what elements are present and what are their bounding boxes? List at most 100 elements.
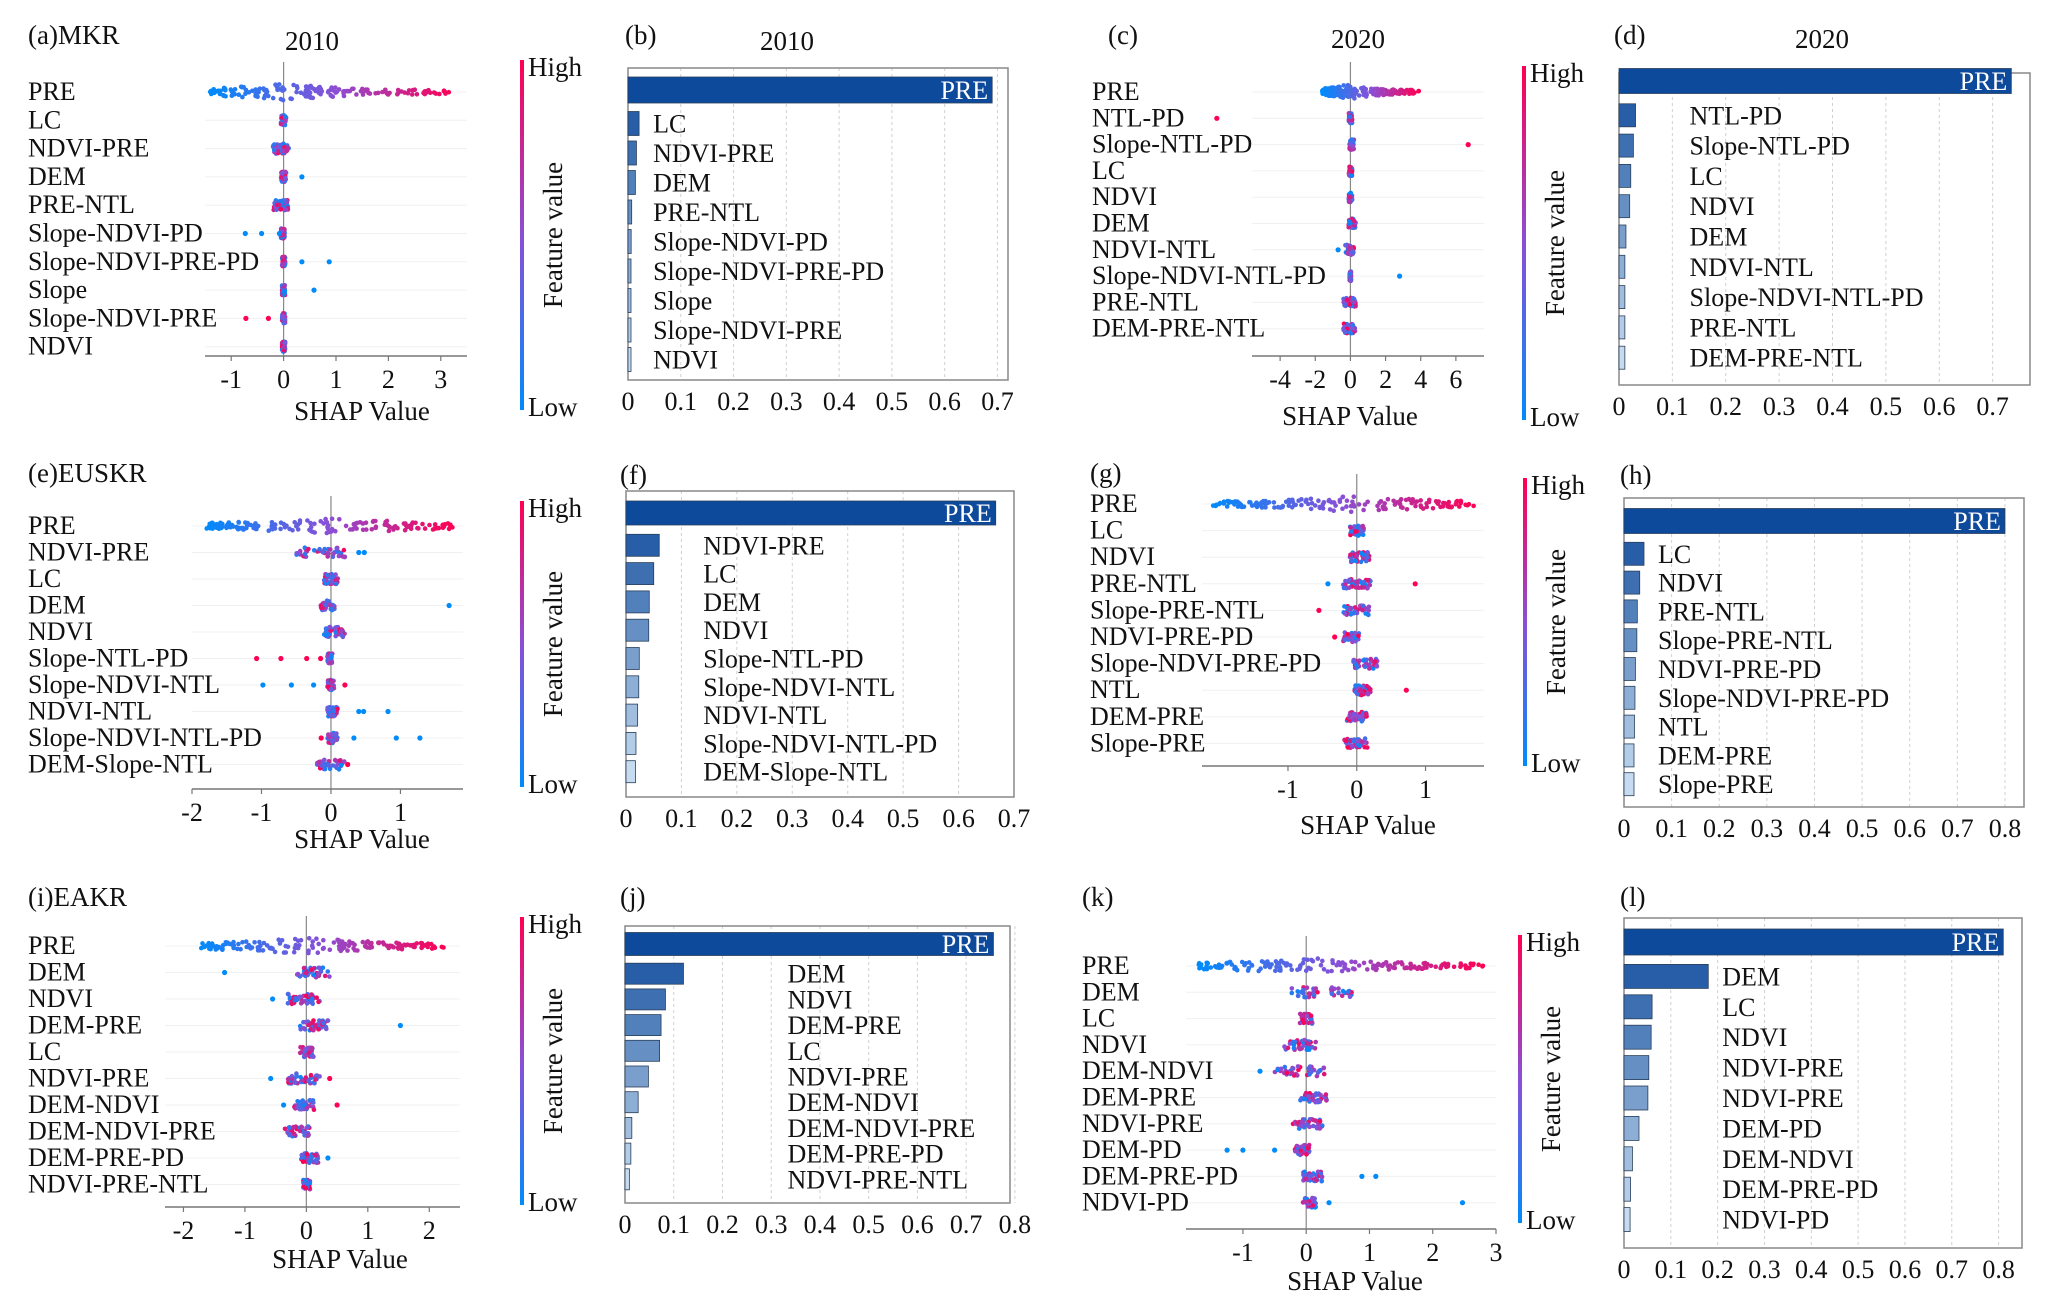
shap-point: [252, 940, 257, 945]
shap-point: [1375, 503, 1380, 509]
shap-point: [1290, 1039, 1296, 1045]
shap-point: [1349, 558, 1354, 564]
shap-point: [1381, 92, 1386, 98]
shap-point: [220, 947, 225, 953]
shap-point: [256, 90, 261, 95]
x-tick-label: 3: [434, 365, 447, 394]
shap-point: [329, 85, 334, 90]
shap-point: [1414, 499, 1420, 504]
shap-outlier-point: [1224, 1147, 1230, 1153]
x-tick-label: 0.2: [717, 387, 750, 416]
feature-label: NDVI-PD: [1082, 1188, 1189, 1217]
shap-point: [252, 523, 258, 529]
shap-point: [1299, 1144, 1305, 1149]
shap-point: [1342, 604, 1347, 609]
x-axis-label: SHAP Value: [294, 396, 430, 426]
shap-point: [322, 761, 327, 767]
shap-point: [1376, 507, 1382, 513]
x-tick-label: 0: [622, 387, 635, 416]
shap-point: [1323, 1092, 1329, 1097]
shap-point: [1348, 509, 1354, 515]
shap-outlier-point: [243, 315, 249, 321]
x-tick-label: 0.5: [887, 804, 920, 833]
bar-label: DEM: [703, 588, 761, 617]
bar: [627, 111, 640, 136]
shap-point: [1355, 525, 1360, 531]
shap-point: [317, 546, 322, 552]
bar-label: Slope-NDVI-PD: [653, 228, 828, 257]
x-tick-label: 4: [1414, 365, 1427, 394]
shap-point: [1356, 502, 1362, 507]
feature-label: NDVI: [28, 984, 93, 1013]
feature-label: NTL-PD: [1092, 103, 1184, 132]
shap-point: [1315, 956, 1321, 961]
x-tick-label: 0.7: [998, 804, 1031, 833]
feature-label: Slope-NDVI-NTL-PD: [28, 723, 262, 752]
shap-outlier-point: [1465, 142, 1471, 148]
shap-point: [310, 95, 316, 101]
shap-outlier-point: [1272, 1147, 1278, 1153]
shap-point: [269, 520, 275, 525]
x-tick-label: -1: [220, 365, 242, 394]
shap-point: [302, 1102, 307, 1108]
shap-point: [329, 516, 335, 522]
shap-point: [308, 1159, 313, 1164]
panel-c: (c) 2020 PRENTL-PDSlope-NTL-PDLCNDVIDEMNDV…: [1092, 20, 1585, 432]
bar-label: NDVI-NTL: [1690, 253, 1814, 282]
x-tick-label: 0: [300, 1216, 313, 1245]
bar-label: DEM-PRE: [787, 1011, 901, 1040]
shap-point: [1374, 90, 1380, 96]
bar-label: NDVI-PRE: [653, 139, 774, 168]
shap-point: [283, 943, 289, 949]
shap-point: [304, 1151, 310, 1157]
shap-point: [312, 521, 317, 527]
bar: [624, 1142, 632, 1165]
shap-point: [1368, 959, 1373, 965]
shap-point: [1353, 689, 1358, 694]
shap-point: [292, 945, 298, 951]
shap-outlier-point: [299, 259, 305, 265]
shap-point: [1300, 1017, 1305, 1023]
x-tick-label: 0: [1618, 814, 1631, 843]
shap-point: [279, 938, 285, 943]
shap-point: [1342, 637, 1348, 643]
shap-point: [412, 87, 418, 92]
panel-label: (c): [1108, 20, 1138, 50]
shap-point: [1249, 503, 1255, 508]
shap-point: [1346, 585, 1352, 590]
shap-point: [302, 551, 308, 557]
shap-point: [1324, 1098, 1329, 1103]
panel-e: (e)EUSKR PRENDVI-PRELCDEMNDVISlope-NTL-PD…: [28, 458, 583, 854]
shap-outlier-point: [1359, 1173, 1365, 1179]
shap-point: [1340, 988, 1346, 994]
shap-point: [280, 261, 286, 267]
shap-point: [1310, 1203, 1316, 1208]
bar-label: DEM-NDVI: [1722, 1145, 1853, 1174]
shap-point: [1348, 194, 1353, 200]
shap-outlier-point: [278, 655, 284, 662]
shap-point: [1344, 498, 1350, 504]
shap-point: [309, 967, 314, 973]
feature-label: LC: [1082, 1004, 1115, 1033]
bar: [1623, 772, 1635, 797]
shap-point: [214, 944, 219, 949]
bar: [1618, 133, 1634, 158]
shap-point: [328, 547, 333, 552]
shap-point: [306, 1132, 311, 1138]
bar: [1623, 541, 1645, 566]
shap-point: [311, 1027, 316, 1033]
shap-point: [399, 946, 405, 952]
bar-label: NDVI-PRE-PD: [1658, 655, 1821, 684]
shap-point: [307, 527, 312, 533]
shap-point: [297, 994, 303, 1000]
shap-point: [1350, 966, 1356, 971]
shap-point: [305, 518, 310, 523]
feature-label: DEM-PRE-PD: [1082, 1161, 1238, 1190]
shap-point: [1336, 990, 1341, 996]
bar-label: NDVI-PRE: [787, 1063, 908, 1092]
bar-label: Slope-NTL-PD: [1690, 132, 1850, 161]
shap-point: [282, 344, 287, 350]
shap-point: [1311, 1117, 1316, 1123]
shap-point: [1352, 717, 1358, 723]
shap-outlier-point: [325, 1155, 331, 1161]
